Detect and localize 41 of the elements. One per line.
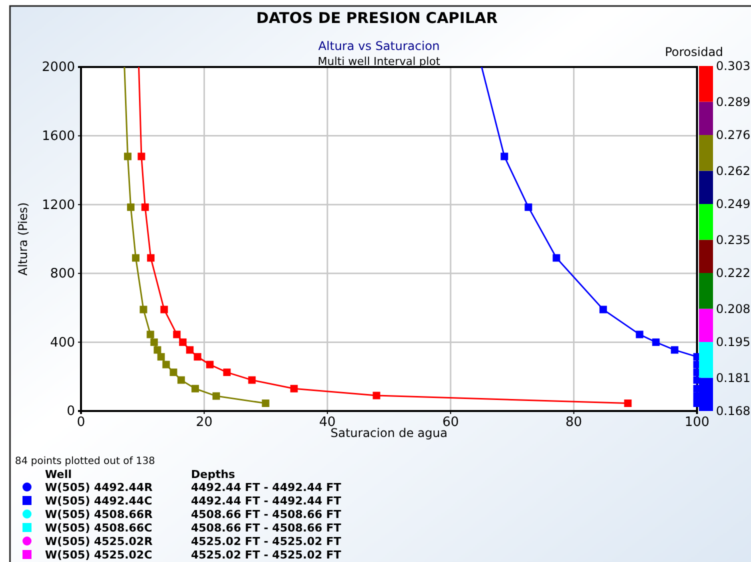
chart-title: DATOS DE PRESION CAPILAR	[256, 9, 498, 27]
y-tick-label: 2000	[42, 60, 75, 76]
text: W(505) 4492.44R	[45, 481, 154, 494]
text: Depths	[191, 468, 236, 481]
color-bar-label: 0.195	[716, 335, 750, 349]
y-tick-label: 1200	[42, 198, 75, 213]
color-bar-label: 0.262	[716, 164, 750, 178]
text: 4492.44 FT - 4492.44 FT	[191, 481, 342, 494]
text: W(505) 4492.44C	[45, 494, 152, 508]
color-bar-label: 0.208	[716, 302, 750, 316]
color-bar-label: 0.181	[716, 370, 750, 385]
x-tick-label: 80	[566, 415, 582, 430]
text: Well	[45, 468, 72, 481]
color-bar-label: 0.222	[716, 266, 750, 280]
x-tick-label: 0	[76, 415, 86, 430]
text: W(505) 4508.66R	[45, 508, 154, 521]
text: W(505) 4525.02R	[45, 535, 154, 548]
text: 4508.66 FT - 4508.66 FT	[191, 522, 342, 534]
x-tick-label: 100	[684, 415, 710, 430]
text: 4492.44 FT - 4492.44 FT	[191, 494, 342, 508]
color-bar-label: 0.249	[716, 197, 750, 211]
x-tick-label: 20	[196, 415, 212, 430]
color-bar-title: Porosidad	[664, 45, 724, 59]
color-bar-label: 0.168	[716, 404, 750, 418]
text: W(505) 4508.66C	[45, 522, 152, 534]
y-tick-label: 1600	[42, 128, 75, 144]
y-tick-label: 800	[50, 266, 75, 282]
text: 4525.02 FT - 4525.02 FT	[191, 548, 342, 562]
annotation: Multi well Interval plot	[318, 55, 441, 68]
color-bar-label: 0.235	[716, 232, 750, 247]
color-bar-label: 0.289	[716, 94, 750, 109]
text: 84 points plotted out of 138	[15, 456, 156, 467]
color-bar-label: 0.303	[716, 59, 750, 73]
y-axis-title: Altura (Pies)	[16, 202, 30, 276]
text: W(505) 4525.02C	[45, 548, 152, 562]
text: 4525.02 FT - 4525.02 FT	[191, 535, 342, 548]
y-tick-label: 0	[66, 404, 75, 420]
y-tick-label: 400	[50, 335, 75, 350]
color-bar-label: 0.276	[716, 128, 750, 142]
chart-subtitle: Altura vs Saturacion	[318, 39, 440, 53]
text: 4508.66 FT - 4508.66 FT	[191, 508, 342, 521]
